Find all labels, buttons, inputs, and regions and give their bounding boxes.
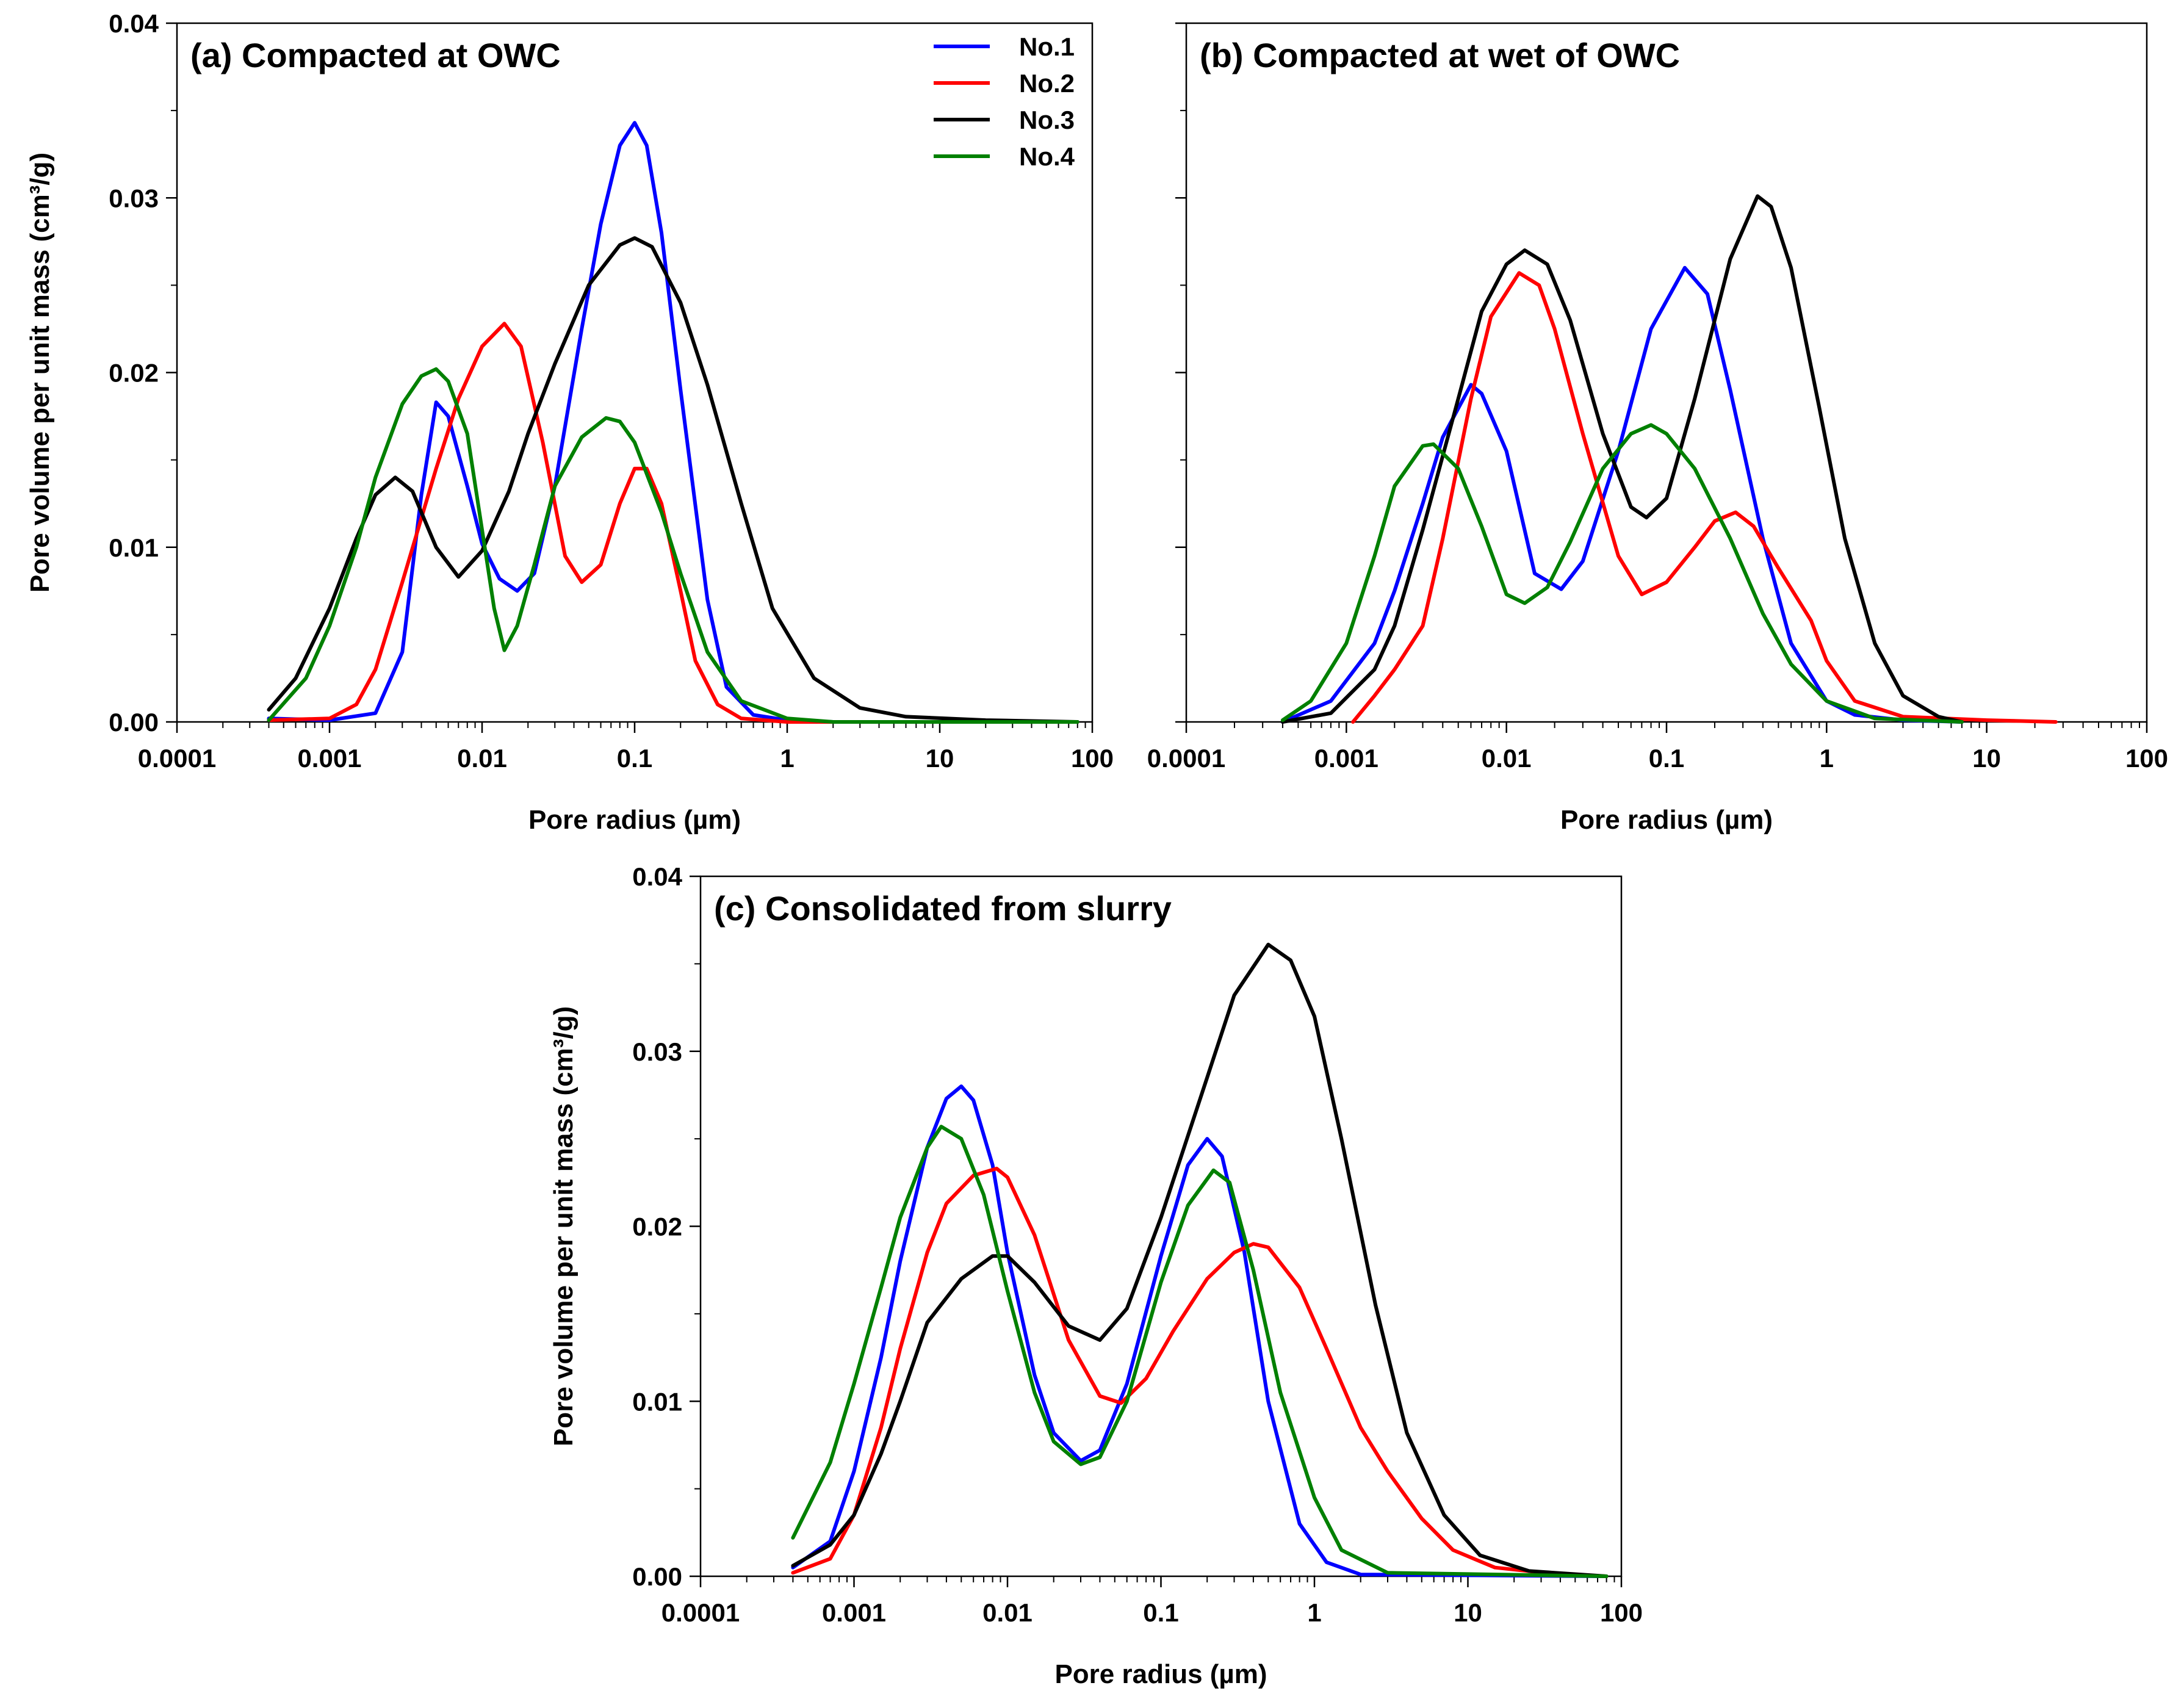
panel-title: (b) Compacted at wet of OWC (1200, 36, 1680, 74)
legend-label: No.2 (1019, 69, 1075, 98)
legend-label: No.4 (1019, 142, 1075, 171)
y-tick-label: 0.02 (632, 1213, 682, 1241)
legend-label: No.1 (1019, 32, 1075, 61)
x-axis-label: Pore radius (µm) (528, 805, 741, 835)
series-line-no3 (267, 236, 1079, 724)
legend-label: No.3 (1019, 106, 1075, 134)
y-tick-label: 0.04 (632, 862, 682, 891)
x-tick-label: 0.1 (617, 744, 652, 773)
x-tick-label: 100 (2125, 744, 2168, 773)
x-tick-label: 0.001 (1314, 744, 1379, 773)
panel-c: 0.0001 0.001 0.01 0.1 1 10 100 0.00 0.01 0.02 0.03… (549, 862, 1643, 1689)
y-tick-label: 0.00 (632, 1562, 682, 1591)
x-tick-label: 10 (1454, 1598, 1482, 1627)
series-line-no2 (1351, 271, 2058, 724)
series-line-no2 (791, 1166, 1609, 1578)
x-tick-label: 1 (1307, 1598, 1321, 1627)
series-line-no3 (791, 942, 1609, 1578)
series-line-no3 (1280, 194, 1964, 724)
y-tick-label: 0.02 (109, 359, 159, 388)
x-tick-label: 100 (1071, 744, 1114, 773)
y-tick-label: 0.03 (109, 184, 159, 212)
x-tick-label: 0.0001 (1147, 744, 1225, 773)
y-tick-label: 0.04 (109, 9, 159, 38)
y-tick-label: 0.01 (632, 1387, 682, 1416)
x-tick-label: 1 (780, 744, 794, 773)
series-line-no4 (267, 367, 1079, 724)
series-line-no1 (1280, 265, 1964, 724)
y-tick-label: 0.03 (632, 1037, 682, 1066)
x-tick-label: 100 (1600, 1598, 1643, 1627)
series-line-no4 (1280, 423, 1964, 724)
series-line-no4 (791, 1125, 1609, 1578)
x-tick-label: 0.01 (982, 1598, 1033, 1627)
y-tick-label: 0.01 (109, 533, 159, 562)
x-tick-label: 0.1 (1143, 1598, 1178, 1627)
y-axis-label: Pore volume per unit mass (cm³/g) (549, 1006, 578, 1446)
panel-a: 0.0001 0.001 0.01 0.1 1 10 100 0.00 0.01 0.02 0.03… (25, 9, 1114, 835)
panel-title: (c) Consolidated from slurry (714, 889, 1172, 928)
series-line-no1 (791, 1084, 1609, 1578)
panel-b: 0.0001 0.001 0.01 0.1 1 10 100 (b) Compacted at… (1147, 22, 2168, 835)
x-tick-label: 0.0001 (661, 1598, 740, 1627)
x-axis-label: Pore radius (µm) (1054, 1659, 1267, 1689)
y-tick-label: 0.00 (109, 708, 159, 737)
panel-title: (a) Compacted at OWC (190, 36, 561, 74)
x-tick-label: 0.0001 (138, 744, 216, 773)
x-tick-label: 0.001 (297, 744, 361, 773)
x-tick-label: 0.1 (1649, 744, 1684, 773)
x-tick-label: 0.001 (822, 1598, 886, 1627)
x-axis-label: Pore radius (µm) (1560, 805, 1773, 835)
y-axis-label: Pore volume per unit mass (cm³/g) (25, 153, 55, 593)
x-tick-label: 0.01 (1482, 744, 1532, 773)
x-tick-label: 10 (926, 744, 954, 773)
x-tick-label: 1 (1820, 744, 1834, 773)
x-tick-label: 0.01 (457, 744, 507, 773)
x-tick-label: 10 (1972, 744, 2001, 773)
series-line-no2 (267, 322, 1079, 724)
